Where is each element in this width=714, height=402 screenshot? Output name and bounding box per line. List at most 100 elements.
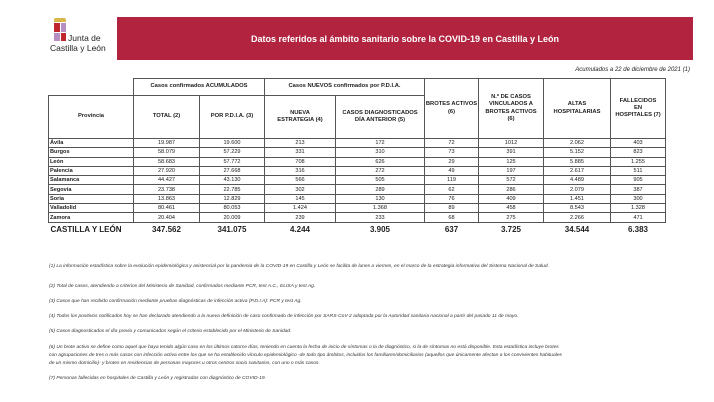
data-cell: 275 <box>478 212 544 223</box>
data-cell: 289 <box>335 184 425 195</box>
data-cell: 22.785 <box>199 184 265 195</box>
data-cell: 12.829 <box>199 193 265 205</box>
data-cell: 68 <box>424 212 479 223</box>
total-cell: 341.075 <box>217 224 247 234</box>
footnote: (4) Todos los positivos notificados hoy … <box>49 314 519 319</box>
table-row: Valladolid 80.461 80.053 1.424 1.368 89 458 8.5… <box>48 203 666 214</box>
junta-logo: Junta de Castilla y León <box>48 18 110 60</box>
crown-icon <box>54 18 66 22</box>
data-cell: 403 <box>610 137 666 149</box>
data-cell: 5.152 <box>543 147 611 158</box>
logo-text-line1: Junta de <box>68 33 101 43</box>
col-header: Provincia <box>48 95 134 139</box>
data-cell: 626 <box>335 156 425 167</box>
data-cell: 2.617 <box>543 165 611 177</box>
data-cell: 43.130 <box>199 175 265 186</box>
data-cell: 458 <box>478 203 544 214</box>
total-cell: 6.383 <box>627 224 649 234</box>
total-cell: 3.725 <box>500 224 522 234</box>
data-cell: 300 <box>610 193 666 205</box>
col-header: FALLECIDOS EN HOSPITALES (7) <box>610 78 666 139</box>
data-cell: 505 <box>335 175 425 186</box>
province-name: Soria <box>48 193 134 205</box>
data-cell: 2.266 <box>543 212 611 223</box>
data-cell: 197 <box>478 165 544 177</box>
data-cell: 76 <box>424 193 479 205</box>
data-cell: 29 <box>424 156 479 167</box>
col-header: N.º DE CASOS VINCULADOS A BROTES ACTIVOS… <box>478 78 544 139</box>
logo-text-line2: Castilla y León <box>50 43 106 53</box>
footnote: (6) Un brote activo se define como aquel… <box>49 345 559 350</box>
province-name: Segovia <box>48 184 134 195</box>
col-header: ALTAS HOSPITALARIAS <box>543 78 611 139</box>
data-cell: 316 <box>264 165 336 177</box>
data-cell: 4.489 <box>543 175 611 186</box>
data-cell: 1.424 <box>264 203 336 214</box>
table-row: León 58.683 57.772 708 626 29 125 5.885 1.255 <box>48 156 666 167</box>
group-header-nuevos: Casos NUEVOS confirmados por P.D.I.A. <box>264 78 425 96</box>
data-cell: 5.885 <box>543 156 611 167</box>
footnote: (5) Casos diagnosticados el día previo y… <box>49 329 292 334</box>
date-subtitle: Acumulados a 22 de diciembre de 2021 (1) <box>575 67 690 73</box>
table-row: Ávila 19.987 19.600 213 172 72 1012 2.062 403 <box>48 137 666 149</box>
table-row: Soria 13.863 12.829 145 130 76 409 1.451 300 <box>48 193 666 205</box>
data-cell: 19.987 <box>133 137 200 149</box>
data-cell: 8.543 <box>543 203 611 214</box>
data-cell: 1.451 <box>543 193 611 205</box>
coat-of-arms-icon <box>54 23 66 41</box>
table-row: Burgos 58.079 57.229 331 310 73 391 5.152 823 <box>48 147 666 158</box>
data-cell: 2.062 <box>543 137 611 149</box>
total-cell: 3.905 <box>369 224 391 234</box>
data-cell: 49 <box>424 165 479 177</box>
total-cell: 637 <box>444 224 459 234</box>
table-row: Zamora 20.404 20.009 239 233 68 275 2.266 471 <box>48 212 666 223</box>
data-cell: 73 <box>424 147 479 158</box>
data-cell: 1012 <box>478 137 544 149</box>
data-cell: 23.738 <box>133 184 200 195</box>
data-cell: 1.255 <box>610 156 666 167</box>
data-cell: 172 <box>335 137 425 149</box>
footnote: (3) Casos que han recibido confirmación … <box>49 299 302 304</box>
col-header: CASOS DIAGNOSTICADOS DÍA ANTERIOR (5) <box>335 95 425 139</box>
footnote: (2) Total de casos, atendiendo a criteri… <box>49 284 316 289</box>
data-cell: 27.920 <box>133 165 200 177</box>
data-cell: 213 <box>264 137 336 149</box>
col-header: NUEVA ESTRATEGIA (4) <box>264 95 336 139</box>
data-cell: 80.053 <box>199 203 265 214</box>
data-cell: 566 <box>264 175 336 186</box>
footnote: con agrupaciones de tres o más casos con… <box>49 353 562 358</box>
data-cell: 145 <box>264 193 336 205</box>
data-cell: 89 <box>424 203 479 214</box>
data-cell: 80.461 <box>133 203 200 214</box>
data-cell: 572 <box>478 175 544 186</box>
data-cell: 130 <box>335 193 425 205</box>
data-cell: 2.079 <box>543 184 611 195</box>
data-cell: 19.600 <box>199 137 265 149</box>
total-cell: 4.244 <box>289 224 311 234</box>
data-cell: 409 <box>478 193 544 205</box>
data-cell: 1.368 <box>335 203 425 214</box>
covid-data-table: Casos confirmados ACUMULADOS Casos NUEVO… <box>48 78 666 236</box>
data-cell: 511 <box>610 165 666 177</box>
table-row: Palencia 27.920 27.668 316 272 49 197 2.617 511 <box>48 165 666 177</box>
total-row: CASTILLA Y LEÓN 347.562 341.075 4.244 3.… <box>49 222 666 236</box>
data-cell: 20.404 <box>133 212 200 223</box>
data-cell: 62 <box>424 184 479 195</box>
data-cell: 239 <box>264 212 336 223</box>
col-header: POR P.D.I.A. (3) <box>199 95 265 139</box>
data-cell: 272 <box>335 165 425 177</box>
data-cell: 331 <box>264 147 336 158</box>
group-header-acumulados: Casos confirmados ACUMULADOS <box>133 78 265 96</box>
data-cell: 13.863 <box>133 193 200 205</box>
data-cell: 1.328 <box>610 203 666 214</box>
data-cell: 125 <box>478 156 544 167</box>
data-cell: 57.229 <box>199 147 265 158</box>
data-cell: 823 <box>610 147 666 158</box>
data-cell: 708 <box>264 156 336 167</box>
province-name: Burgos <box>48 147 134 158</box>
data-cell: 391 <box>478 147 544 158</box>
header-banner: Datos referidos al ámbito sanitario sobr… <box>117 17 693 60</box>
total-label: CASTILLA Y LEÓN <box>50 224 122 234</box>
data-cell: 20.009 <box>199 212 265 223</box>
data-cell: 905 <box>610 175 666 186</box>
